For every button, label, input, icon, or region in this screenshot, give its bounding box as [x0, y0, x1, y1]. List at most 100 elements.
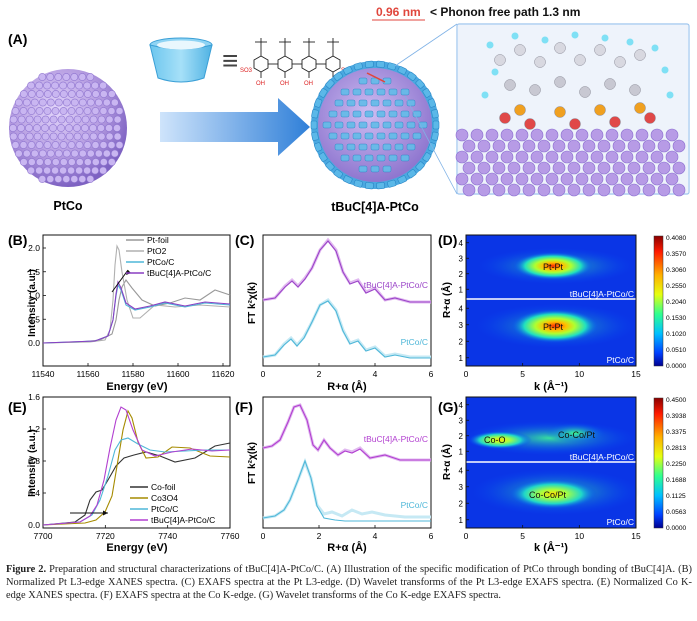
- atom-dot: [91, 158, 100, 166]
- curve-bottom: [262, 459, 431, 522]
- atom-dot: [113, 132, 122, 141]
- atom-dot: [27, 141, 36, 149]
- shell-cup: [422, 152, 432, 162]
- atom-dot: [99, 107, 108, 115]
- atom-dot: [67, 90, 76, 98]
- atom-dot: [59, 90, 68, 98]
- surface-atom: [575, 128, 589, 142]
- atom-dot: [46, 175, 55, 183]
- atom-dot: [59, 158, 68, 166]
- atom-dot: [9, 124, 17, 132]
- shell-cup: [412, 132, 422, 140]
- hydrogen-atom: [491, 68, 499, 76]
- surface-atom: [507, 183, 521, 197]
- tbuc4a-structure: [253, 38, 341, 78]
- shell-cup: [400, 132, 410, 140]
- molecule-atom: [569, 118, 581, 130]
- atom-dot: [115, 141, 124, 149]
- tick-label: 11600: [166, 369, 189, 379]
- molecule-model: [481, 31, 674, 130]
- atom-dot: [102, 98, 111, 107]
- shell-cup: [340, 132, 350, 140]
- tick-label: 7740: [158, 531, 177, 541]
- atom-dot: [97, 124, 105, 132]
- molecule-atom: [579, 86, 591, 98]
- panel-e-frame: [42, 396, 231, 529]
- shell-cup: [353, 62, 363, 71]
- atom-dot: [57, 132, 66, 141]
- shell-cup: [394, 99, 404, 107]
- shell-cup: [352, 110, 362, 118]
- atom-dot: [81, 115, 90, 124]
- tick-label: 6: [429, 531, 434, 541]
- tick-label: 2: [317, 531, 322, 541]
- hydrogen-atom: [626, 38, 634, 46]
- atom-dot: [33, 132, 42, 141]
- molecule-atom: [594, 104, 606, 116]
- atom-dot: [83, 107, 92, 115]
- shell-cup: [427, 98, 436, 108]
- curve-pt-foil: [42, 279, 231, 344]
- colorbar-label: 0.0563: [666, 509, 687, 516]
- atom-pattern: [9, 73, 124, 183]
- panel-b-ticks: 11540 11560 11580 11600 11620 0.0 0.5 1.0 1.5 2.0: [28, 243, 235, 379]
- tick-label: 1: [459, 447, 464, 456]
- tick-label: 7720: [96, 531, 115, 541]
- shell-cup: [318, 152, 328, 162]
- surface-atom: [560, 172, 574, 186]
- panel-f-label: (F): [235, 399, 253, 415]
- atom-dot: [51, 166, 59, 175]
- atom-dot: [113, 115, 122, 124]
- shell-cup: [334, 99, 344, 107]
- atom-dot: [97, 132, 106, 141]
- molecule-atom: [514, 44, 526, 56]
- atom-dot: [38, 98, 47, 107]
- atom-dot: [51, 90, 60, 98]
- surface-atom: [597, 161, 611, 175]
- atom-dot: [67, 166, 75, 175]
- shell-cup: [346, 121, 356, 129]
- atom-dot: [83, 158, 92, 166]
- shell-cup: [352, 154, 362, 162]
- atom-dot: [94, 98, 103, 107]
- atom-dot: [75, 90, 84, 98]
- atom-dot: [38, 73, 47, 81]
- curve-ptco-c: [42, 437, 230, 526]
- shell-cup: [334, 143, 344, 151]
- panel-f-curves: [262, 403, 431, 522]
- panel-c-ylabel: FT k²χ(k): [247, 282, 258, 324]
- surface-atom: [530, 172, 544, 186]
- surface-atom: [612, 161, 626, 175]
- panel-c: (C) FT k²χ(k) R+α (Å) 0 2 4 6 tBuC[4]A-PtCo…: [235, 232, 434, 393]
- surface-atom: [537, 183, 551, 197]
- surface-atom: [567, 183, 581, 197]
- atom-dot: [41, 115, 50, 124]
- tick-label: 2: [317, 369, 322, 379]
- shell-cup: [370, 99, 380, 107]
- shell-cup: [333, 71, 343, 81]
- shell-cup: [322, 121, 332, 129]
- panel-d-peak-top: Pt-Pt: [543, 262, 564, 272]
- shell-cup: [432, 120, 440, 130]
- colorbar-label: 0.4080: [666, 235, 687, 242]
- ptco-nanoparticle: [9, 69, 127, 187]
- atom-dot: [27, 81, 35, 90]
- shell-cup: [422, 88, 432, 98]
- surface-atom: [627, 161, 641, 175]
- surface-atom: [665, 128, 679, 142]
- tick-label: 0: [464, 531, 469, 541]
- shell-cup: [346, 143, 356, 151]
- legend-entry: PtCo/C: [151, 504, 178, 514]
- atom-dot: [14, 149, 23, 158]
- tick-label: 3: [459, 483, 464, 492]
- tick-label: 11560: [76, 369, 99, 379]
- atom-dot: [27, 107, 36, 115]
- shell-cup: [388, 132, 398, 140]
- surface-atom: [575, 150, 589, 164]
- molecule-atom: [604, 78, 616, 90]
- tick-label: 5: [520, 369, 525, 379]
- colorbar-label: 0.2813: [666, 445, 687, 452]
- surface-atom: [560, 128, 574, 142]
- atom-dot: [99, 90, 108, 98]
- legend-entry: Co3O4: [151, 493, 178, 503]
